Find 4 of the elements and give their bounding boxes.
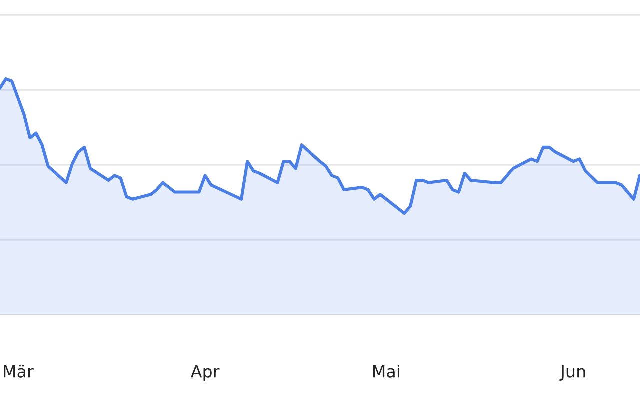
x-tick-label: Jun bbox=[560, 366, 586, 381]
x-tick-label: Apr bbox=[190, 366, 220, 382]
x-tick-label: Mai bbox=[373, 365, 400, 378]
x-tick-label: Mär bbox=[4, 365, 34, 378]
